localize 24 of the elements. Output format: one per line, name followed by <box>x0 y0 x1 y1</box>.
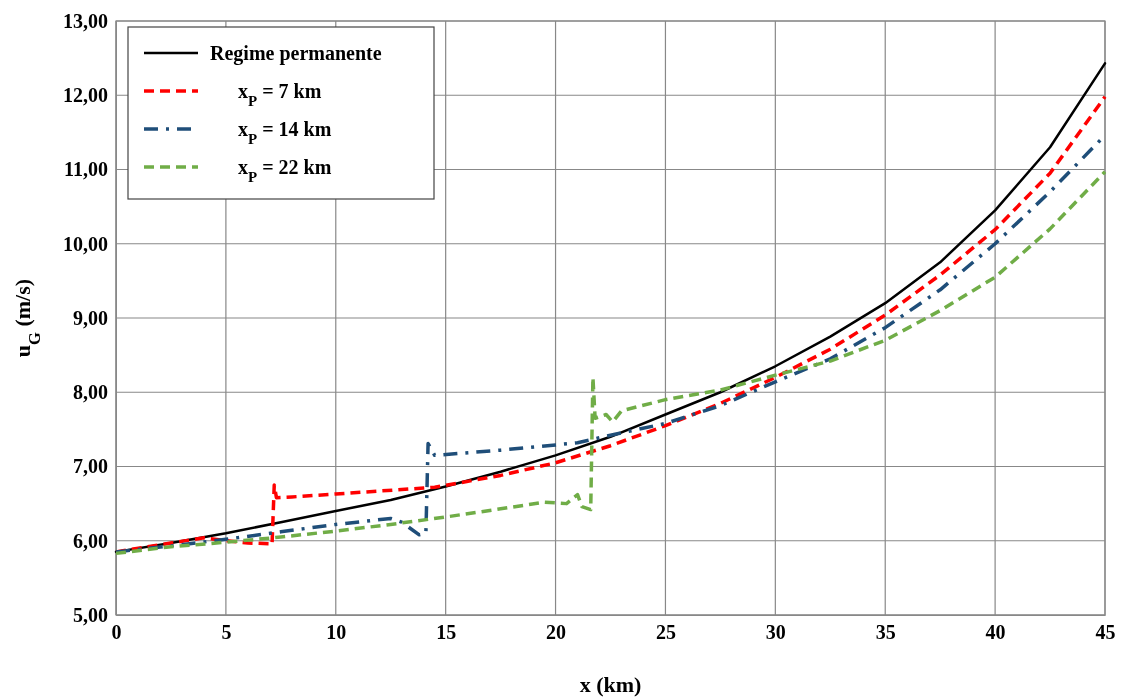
x-tick-label: 20 <box>546 621 567 644</box>
x-tick-label: 25 <box>655 621 676 644</box>
y-tick-label: 5,00 <box>73 603 108 626</box>
x-tick-label: 40 <box>985 621 1006 644</box>
y-tick-label: 9,00 <box>73 306 108 329</box>
legend-label: x$_{P}$ = 14 km <box>238 118 332 147</box>
y-tick-label: 12,00 <box>63 84 108 107</box>
y-tick-label: 8,00 <box>73 381 108 404</box>
legend-label: x$_{P}$ = 7 km <box>238 80 322 109</box>
legend-label: Regime permanente <box>210 42 382 65</box>
x-axis-title: x (km) <box>579 672 642 697</box>
y-tick-label: 6,00 <box>73 529 108 552</box>
x-tick-label: 5 <box>221 621 232 644</box>
x-tick-label: 15 <box>436 621 457 644</box>
y-tick-label: 13,00 <box>63 9 108 32</box>
x-tick-label: 45 <box>1095 621 1116 644</box>
x-tick-label: 10 <box>326 621 347 644</box>
x-tick-label: 0 <box>111 621 122 644</box>
y-tick-label: 10,00 <box>63 232 108 255</box>
y-tick-label: 11,00 <box>64 158 108 181</box>
y-tick-label: 7,00 <box>73 455 108 478</box>
x-tick-label: 35 <box>875 621 896 644</box>
x-tick-label: 30 <box>765 621 786 644</box>
legend-label: x$_{P}$ = 22 km <box>238 156 332 185</box>
